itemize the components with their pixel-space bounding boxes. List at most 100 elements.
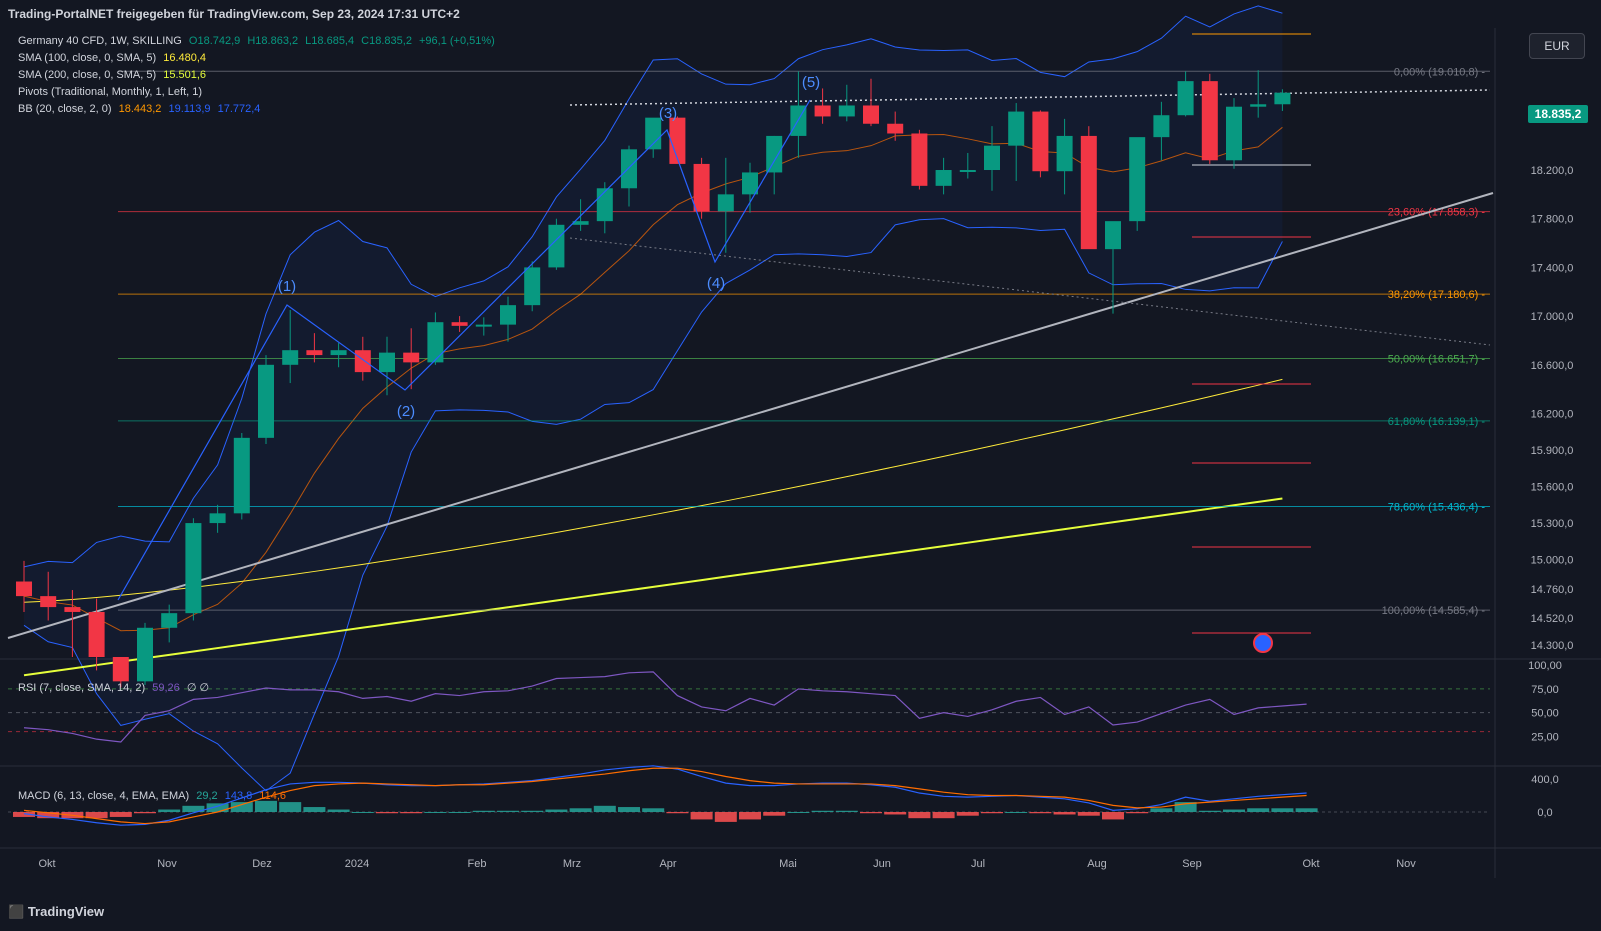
bb-fill — [24, 5, 1283, 791]
macd-histogram-bar — [835, 810, 858, 812]
legend-pivots-row: Pivots (Traditional, Monthly, 1, Left, 1… — [18, 86, 206, 98]
rsi-label: RSI (7, close, SMA, 14, 2) — [18, 682, 146, 694]
time-axis-label: Mrz — [563, 858, 581, 870]
price-axis-label: 18.200,0 — [1531, 165, 1574, 177]
last-price-tag: 18.835,2 — [1528, 105, 1588, 123]
macd-histogram-bar — [279, 802, 302, 812]
candle-body — [669, 117, 686, 164]
candle-body — [209, 513, 226, 524]
macd-histogram-bar — [811, 810, 834, 812]
candle-body — [282, 350, 299, 365]
legend-sma100-row: SMA (100, close, 0, SMA, 5) 16.480,4 — [18, 52, 210, 64]
macd-histogram-bar — [908, 812, 931, 819]
candle-body — [524, 267, 541, 306]
candle-body — [1080, 135, 1097, 250]
time-axis-label: Dez — [252, 858, 272, 870]
macd-histogram-bar — [714, 812, 737, 822]
fib-label: 78,60% (15.436,4) - — [1388, 501, 1486, 513]
candle-body — [1226, 106, 1242, 161]
macd-histogram-bar — [1102, 812, 1124, 820]
macd-histogram-bar — [1126, 812, 1149, 814]
rsi-legend: RSI (7, close, SMA, 14, 2) 59,26 ∅ ∅ — [18, 681, 213, 694]
price-axis-label: 14.520,0 — [1531, 613, 1574, 625]
sma100-line — [23, 378, 1283, 603]
rsi-axis-label: 75,00 — [1531, 684, 1559, 696]
time-axis-label: Feb — [468, 858, 487, 870]
macd-histogram-bar — [642, 808, 665, 812]
time-axis-label: Okt — [1302, 858, 1319, 870]
macd-signal-value: 114,6 — [259, 790, 287, 802]
candle-body — [451, 322, 468, 326]
wave-label: (4) — [707, 275, 725, 292]
footer-bar: ⬛ TradingView — [0, 898, 1601, 931]
macd-histogram-bar — [763, 812, 786, 816]
macd-histogram-bar — [593, 805, 616, 812]
macd-histogram-bar — [981, 812, 1003, 814]
price-axis-label: 15.600,0 — [1531, 482, 1574, 494]
price-axis-label: 15.000,0 — [1531, 555, 1574, 567]
macd-histogram-bar — [521, 810, 544, 812]
macd-histogram-bar — [472, 810, 495, 812]
fib-label: 61,80% (16.139,1) - — [1388, 416, 1486, 428]
price-axis-label: 17.000,0 — [1531, 311, 1574, 323]
tradingview-logo[interactable]: ⬛ TradingView — [8, 904, 104, 920]
macd-histogram-bar — [739, 812, 761, 820]
legend-sma100-label: SMA (100, close, 0, SMA, 5) — [18, 52, 157, 64]
macd-histogram-bar — [618, 807, 640, 812]
macd-histogram-bar — [1029, 812, 1052, 814]
time-axis-label: Mai — [779, 858, 797, 870]
macd-histogram-bar — [932, 812, 955, 819]
price-axis-label: 14.760,0 — [1531, 584, 1574, 596]
candle-body — [403, 352, 420, 363]
price-axis-label: 16.200,0 — [1531, 409, 1574, 421]
candle-body — [306, 350, 323, 356]
legend-symbol: Germany 40 CFD, 1W, SKILLING — [18, 35, 182, 47]
macd-histogram-bar — [1295, 808, 1318, 812]
price-axis-label: 17.800,0 — [1531, 214, 1574, 226]
chart-background — [0, 28, 1601, 898]
macd-histogram-bar — [884, 812, 907, 815]
sma200-line — [23, 497, 1283, 677]
bb-lower-line — [23, 218, 1283, 792]
rsi-extra: ∅ ∅ — [186, 682, 210, 694]
legend-sma100-value: 16.480,4 — [163, 52, 207, 64]
macd-histogram-bar — [158, 809, 181, 812]
candle-body — [717, 194, 734, 212]
macd-histogram-bar — [206, 803, 229, 812]
macd-histogram-bar — [1150, 808, 1173, 812]
legend-bb-label: BB (20, close, 2, 0) — [18, 103, 112, 115]
legend-change: +96,1 (+0,51%) — [419, 35, 495, 47]
candle-body — [112, 657, 129, 682]
macd-hist-value: 29,2 — [196, 790, 218, 802]
fib-label: 23,60% (17.858,3) - — [1388, 207, 1486, 219]
candle-body — [427, 322, 444, 363]
candle-body — [185, 523, 202, 614]
macd-axis-label: 400,0 — [1531, 774, 1559, 786]
trendline-support — [7, 192, 1494, 639]
macd-histogram-bar — [109, 812, 132, 817]
candle-body — [1250, 104, 1267, 107]
macd-histogram-bar — [376, 812, 398, 814]
rsi-axis-label: 50,00 — [1531, 708, 1559, 720]
currency-button[interactable]: EUR — [1529, 33, 1585, 59]
elliott-wave-line — [117, 99, 811, 601]
legend-sma200-label: SMA (200, close, 0, SMA, 5) — [18, 69, 157, 81]
macd-histogram-bar — [134, 812, 156, 814]
macd-histogram-bar — [327, 809, 350, 812]
macd-histogram-bar — [303, 807, 326, 812]
macd-histogram-bar — [13, 812, 35, 817]
candle-body — [935, 170, 952, 186]
candle-body — [693, 163, 710, 212]
candle-body — [645, 117, 662, 150]
bb-basis-line — [23, 126, 1283, 632]
legend-close: C18.835,2 — [361, 35, 412, 47]
rsi-value: 59,26 — [152, 682, 180, 694]
candle-body — [572, 221, 589, 225]
time-axis-label: Sep — [1182, 858, 1202, 870]
macd-histogram-bar — [1223, 809, 1245, 812]
macd-histogram-bar — [1053, 812, 1076, 815]
macd-histogram-bar — [545, 809, 568, 812]
candle-body — [1153, 115, 1170, 138]
logo-text: TradingView — [27, 904, 105, 919]
